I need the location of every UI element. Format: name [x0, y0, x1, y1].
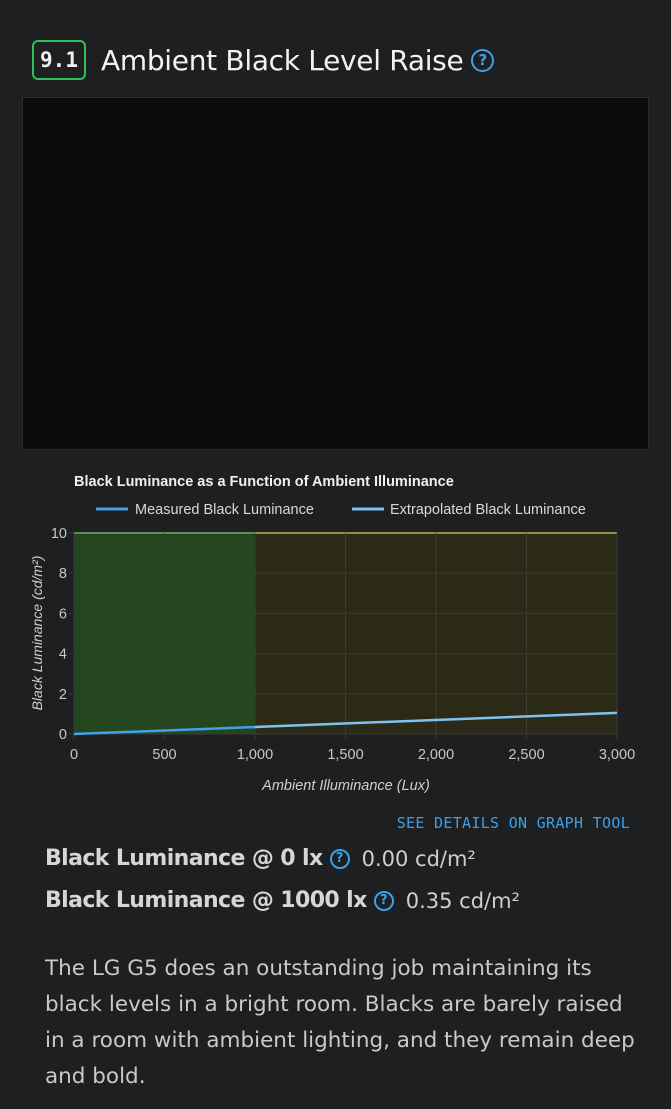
y-tick-label: 2	[59, 687, 67, 703]
x-tick-label: 2,000	[418, 747, 454, 763]
test-photo[interactable]	[22, 97, 649, 450]
y-tick-label: 0	[59, 727, 67, 743]
metric-black-luminance-0lx: Black Luminance @ 0 lx ? 0.00 cd/m²	[45, 846, 476, 871]
help-icon[interactable]: ?	[329, 848, 350, 869]
y-axis-label: Black Luminance (cd/m²)	[29, 556, 45, 711]
section-title: Ambient Black Level Raise	[101, 43, 464, 77]
x-tick-label: 1,500	[327, 747, 363, 763]
chart-title: Black Luminance as a Function of Ambient…	[74, 474, 454, 490]
score-badge: 9.1	[32, 40, 86, 80]
x-tick-label: 1,000	[237, 747, 273, 763]
description-text: The LG G5 does an outstanding job mainta…	[45, 956, 635, 1089]
y-tick-label: 4	[59, 647, 67, 663]
y-tick-label: 6	[59, 606, 67, 622]
y-tick-label: 8	[59, 566, 67, 582]
x-tick-label: 500	[152, 747, 176, 763]
x-tick-label: 0	[70, 747, 78, 763]
metric-value: 0.35 cd/m²	[405, 888, 520, 913]
legend-label-measured[interactable]: Measured Black Luminance	[135, 502, 314, 518]
metric-black-luminance-1000lx: Black Luminance @ 1000 lx ? 0.35 cd/m²	[45, 888, 520, 913]
chart-legend: Measured Black Luminance Extrapolated Bl…	[96, 502, 586, 518]
plot-area: 0 500 1,000 1,500 2,000 2,500 3,000 0 2 4 6 8 10	[51, 526, 635, 763]
y-tick-label: 10	[51, 526, 67, 542]
x-tick-label: 2,500	[508, 747, 544, 763]
section-header: 9.1 Ambient Black Level Raise ?	[32, 38, 495, 82]
metric-value: 0.00 cd/m²	[361, 846, 476, 871]
legend-label-extrapolated[interactable]: Extrapolated Black Luminance	[390, 502, 586, 518]
metric-label: Black Luminance @ 0 lx	[45, 846, 323, 871]
x-axis-label: Ambient Illuminance (Lux)	[261, 778, 430, 794]
metric-label: Black Luminance @ 1000 lx	[45, 888, 367, 913]
help-icon[interactable]: ?	[471, 48, 495, 72]
help-icon[interactable]: ?	[373, 890, 394, 911]
series-line-measured	[73, 725, 256, 736]
graph-tool-link[interactable]: SEE DETAILS ON GRAPH TOOL	[396, 814, 630, 832]
black-luminance-chart: Black Luminance as a Function of Ambient…	[29, 474, 635, 794]
series-line-extrapolated	[254, 711, 618, 729]
x-tick-label: 3,000	[599, 747, 635, 763]
